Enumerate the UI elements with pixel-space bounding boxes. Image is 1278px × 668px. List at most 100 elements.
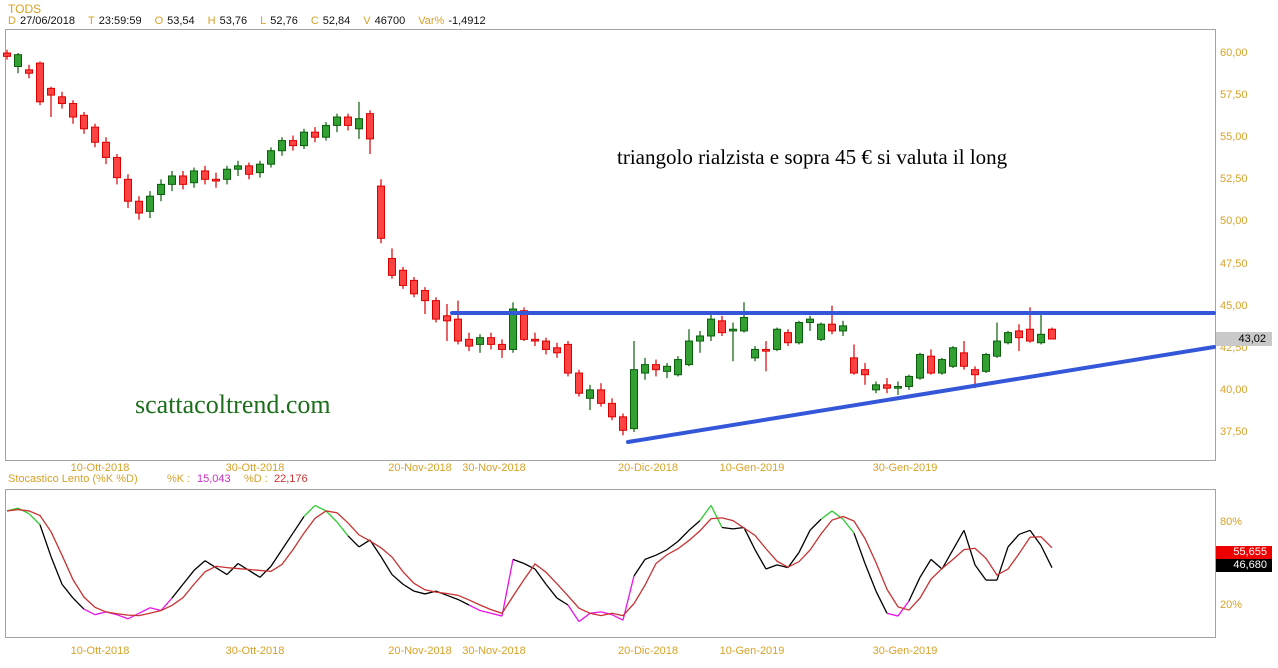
date-label: 20-Dic-2018 — [618, 645, 678, 657]
candle-body — [762, 348, 770, 352]
stoch-k-line — [303, 504, 316, 517]
stochastic-title: Stocastico Lento (%K %D) — [8, 473, 138, 485]
candle-body — [432, 300, 440, 320]
date-label: 10-Gen-2019 — [719, 645, 785, 657]
candle-body — [575, 372, 583, 394]
axis-tick-label: 57,50 — [1220, 89, 1248, 102]
stoch-k-value-box: 46,680 — [1216, 559, 1272, 572]
candle-body — [311, 131, 319, 138]
candle-body — [476, 337, 484, 345]
candle-body — [960, 352, 968, 367]
candle-body — [289, 140, 297, 147]
ohlc-field: V 46700 — [363, 15, 406, 27]
stoch-k-line — [292, 516, 305, 534]
stoch-k-line — [391, 574, 404, 585]
candle-body — [190, 170, 198, 184]
stoch-k-line — [1007, 534, 1020, 548]
stoch-k-line — [776, 564, 789, 569]
stoch-k-line — [325, 510, 338, 523]
candle-body — [421, 290, 429, 302]
stoch-k-line — [853, 532, 866, 564]
axis-tick-label: 40,00 — [1220, 383, 1248, 396]
stoch-k-line — [721, 526, 734, 530]
stoch-k-line — [611, 614, 624, 621]
candle-body — [278, 140, 286, 152]
candle-body — [135, 200, 143, 214]
candle-body — [91, 126, 99, 143]
stoch-k-line — [226, 563, 239, 576]
candle-body — [179, 175, 187, 185]
stochastic-plot-area[interactable] — [6, 490, 1215, 637]
candle-body — [894, 386, 902, 389]
stoch-k-line — [512, 558, 525, 565]
candle-body — [740, 316, 748, 332]
ohlc-field: O 53,54 — [154, 15, 195, 27]
candle-body — [366, 113, 374, 140]
stoch-k-line — [886, 612, 899, 617]
axis-tick-label: 50,00 — [1220, 215, 1248, 228]
candle-body — [333, 116, 341, 126]
stoch-k-line — [743, 527, 756, 550]
candle-body — [949, 347, 957, 367]
date-label: 30-Gen-2019 — [872, 645, 938, 657]
stoch-d-value: 22,176 — [274, 473, 308, 485]
candle-body — [1004, 332, 1012, 344]
stoch-k-line — [72, 597, 85, 610]
stochastic-header: Stocastico Lento (%K %D) %K : 15,043 %D … — [0, 473, 1210, 486]
candle-body — [388, 257, 396, 276]
candle-body — [124, 178, 132, 202]
candle-body — [729, 328, 737, 332]
candle-body — [245, 165, 253, 175]
axis-tick-label: 60,00 — [1220, 47, 1248, 59]
stoch-k-line — [413, 590, 426, 595]
stoch-k-line — [402, 583, 415, 592]
stoch-k-line — [655, 549, 668, 556]
candle-body — [531, 338, 539, 342]
stoch-k-line — [468, 604, 481, 612]
stoch-k-line — [787, 552, 800, 569]
candle-body — [806, 318, 814, 324]
candle-body — [993, 340, 1001, 357]
candle-body — [322, 124, 330, 138]
candle-body — [641, 364, 649, 374]
date-label: 10-Gen-2019 — [719, 462, 785, 474]
candle-body — [663, 365, 671, 372]
stoch-k-line — [534, 568, 547, 585]
candle-body — [47, 87, 55, 96]
stoch-k-line — [17, 507, 30, 515]
date-label: 10-Ott-2018 — [70, 462, 130, 474]
stoch-k-line — [182, 570, 195, 585]
candle-body — [553, 347, 561, 354]
candle-body — [113, 156, 121, 179]
candle-body — [619, 416, 627, 431]
candle-body — [256, 163, 264, 174]
ohlc-readout: D 27/06/2018 T 23:59:59 O 53,54 H 53,76 L 52,76 C 5… — [8, 15, 486, 27]
candle-body — [685, 340, 693, 366]
date-label: 30-Ott-2018 — [225, 645, 285, 657]
candle-body — [201, 170, 209, 180]
candle-body — [300, 131, 308, 147]
trendline-ascending-support — [626, 345, 1216, 444]
stoch-k-line — [336, 521, 349, 537]
main-chart-plot-area[interactable] — [6, 30, 1215, 460]
axis-tick-label: 20% — [1220, 598, 1243, 611]
candle-body — [608, 402, 616, 418]
stoch-k-line — [281, 532, 294, 551]
stoch-k-line — [831, 510, 844, 520]
candle-body — [267, 150, 275, 165]
candle-body — [498, 343, 506, 350]
axis-tick-label: 55,00 — [1220, 131, 1248, 144]
candle-body — [652, 364, 660, 371]
stoch-k-line — [193, 560, 206, 571]
candle-body — [674, 359, 682, 376]
date-label: 10-Ott-2018 — [70, 645, 130, 657]
candle-body — [839, 325, 847, 332]
stoch-k-line — [479, 609, 492, 614]
stoch-k-line — [314, 504, 327, 512]
symbol-title: TODS — [8, 2, 42, 16]
stoch-k-line — [930, 558, 943, 570]
stoch-d-value-box: 55,655 — [1216, 546, 1272, 559]
stoch-k-line — [39, 524, 52, 557]
stoch-k-label: %K : — [167, 473, 191, 485]
